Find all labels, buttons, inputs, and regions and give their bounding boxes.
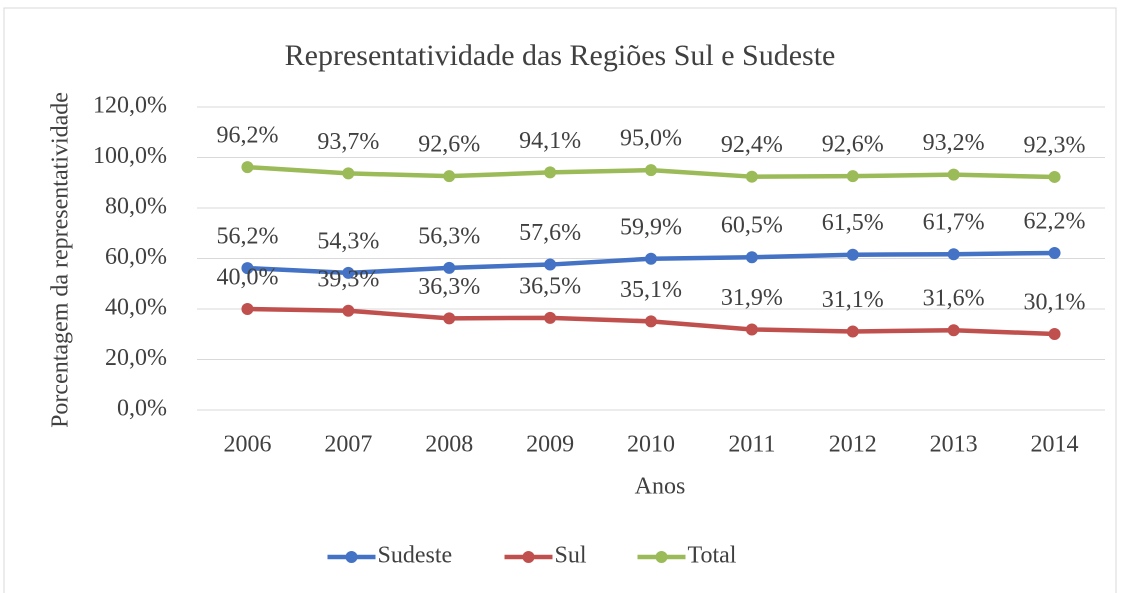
data-label: 40,0% [216,265,278,291]
data-label: 93,7% [317,129,379,155]
x-tick-label: 2007 [324,432,372,458]
y-tick-label: 120,0% [93,93,167,119]
data-point [342,167,355,180]
data-point [846,170,859,183]
data-label: 92,4% [721,132,783,158]
data-point [645,315,657,328]
data-point [443,170,456,183]
data-point [645,164,657,177]
data-label: 56,2% [216,224,278,250]
data-label: 96,2% [216,123,278,149]
data-point [947,248,960,261]
data-label: 60,5% [721,213,783,239]
x-tick-label: 2011 [728,432,775,458]
x-tick-label: 2006 [223,432,271,458]
legend-marker [522,551,535,563]
data-point [544,258,557,271]
data-label: 62,2% [1024,208,1086,234]
data-label: 36,3% [418,274,480,300]
data-label: 92,6% [418,132,480,158]
x-tick-label: 2012 [829,432,877,458]
chart-border [3,7,1117,593]
y-tick-label: 80,0% [105,194,167,220]
data-point [443,261,456,274]
data-point [1048,246,1061,259]
x-tick-label: 2010 [627,432,675,458]
data-point [544,311,557,324]
x-tick-label: 2014 [1031,432,1079,458]
data-label: 92,6% [822,132,884,158]
data-label: 54,3% [317,228,379,254]
data-label: 39,3% [317,266,379,292]
data-point [241,161,254,174]
data-point [443,312,456,325]
data-label: 35,1% [620,277,682,303]
data-point [342,266,355,279]
legend-marker [655,551,668,563]
chart-title: Representatividade das Regiões Sul e Sud… [285,39,836,72]
y-tick-label: 0,0% [117,396,167,422]
x-axis-label: Anos [635,474,686,500]
data-label: 36,5% [519,273,581,299]
y-tick-label: 40,0% [105,295,167,321]
data-label: 94,1% [519,128,581,154]
data-label: 30,1% [1024,289,1086,315]
data-point [846,248,859,261]
data-point [947,168,960,181]
y-axis-label: Porcentagem da representatividade [48,92,74,428]
data-label: 31,6% [923,286,985,312]
y-tick-label: 20,0% [105,345,167,371]
data-point [745,323,758,336]
data-label: 57,6% [519,220,581,246]
data-label: 92,3% [1024,132,1086,158]
x-tick-label: 2009 [526,432,574,458]
legend-label: Total [688,543,737,569]
data-point [846,325,859,338]
y-tick-label: 60,0% [105,244,167,270]
data-label: 95,0% [620,126,682,152]
data-label: 31,9% [721,285,783,311]
data-label: 61,5% [822,210,884,236]
data-point [241,262,254,275]
data-point [544,166,557,179]
data-label: 31,1% [822,287,884,313]
data-point [745,170,758,183]
data-point [342,304,355,317]
y-tick-label: 100,0% [93,143,167,169]
data-label: 61,7% [923,210,985,236]
data-point [241,303,254,315]
data-point [745,251,758,264]
data-point [1048,170,1061,183]
data-label: 56,3% [418,223,480,249]
legend-label: Sul [555,543,587,569]
data-point [1048,327,1061,340]
legend-marker [345,551,358,563]
x-tick-label: 2013 [930,432,978,458]
data-point [947,324,960,337]
data-label: 93,2% [923,130,985,156]
data-label: 59,9% [620,214,682,240]
x-tick-label: 2008 [425,432,473,458]
legend-label: Sudeste [378,543,453,569]
data-point [645,252,657,265]
